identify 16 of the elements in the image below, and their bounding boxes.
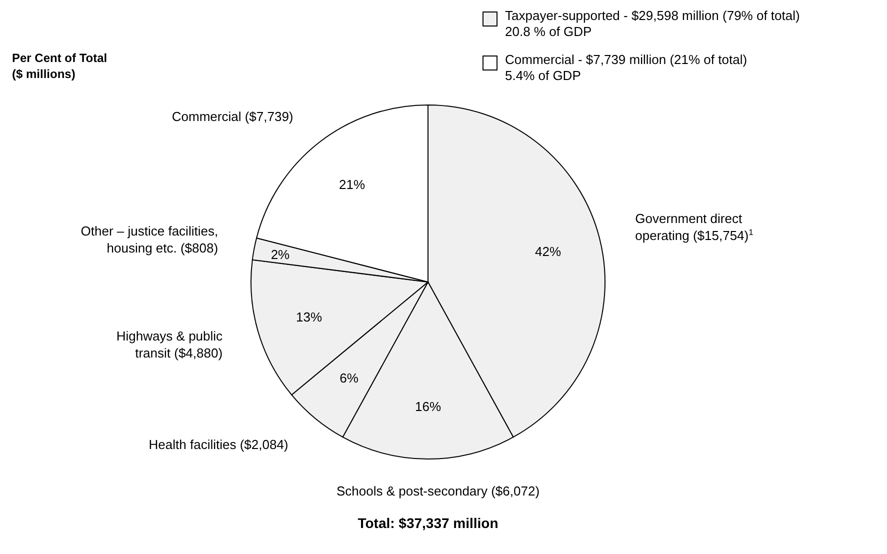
slice-label: Government direct operating ($15,754)$^{1}$ (635, 210, 754, 243)
text: Taxpayer-supported - $29,598 million (79% of total) 20.8 % of GDP (505, 8, 800, 39)
slice-label: Highways & public transit ($4,880) (116, 328, 224, 360)
data-label: 42% (534, 244, 562, 260)
data-label: 6% (340, 370, 359, 386)
chart-subtitle: Per Cent of Total ($ millions) (12, 51, 108, 81)
text: Total: $37,337 million (358, 515, 498, 531)
text: Commercial - $7,739 million (21% of total) 5.4% of GDP (505, 52, 748, 83)
slice-label: Schools & post-secondary ($6,072) (336, 484, 540, 499)
slice-label: Health facilities ($2,084) (148, 436, 288, 452)
data-label: 13% (296, 310, 322, 325)
slice-label: Other – justice facilities, housing etc. ($808) (80, 223, 218, 256)
data-label: 21% (339, 177, 366, 192)
slice-label: Commercial ($7,739) (172, 109, 294, 124)
data-label: 2% (270, 246, 290, 262)
data-label: 16% (414, 398, 442, 414)
